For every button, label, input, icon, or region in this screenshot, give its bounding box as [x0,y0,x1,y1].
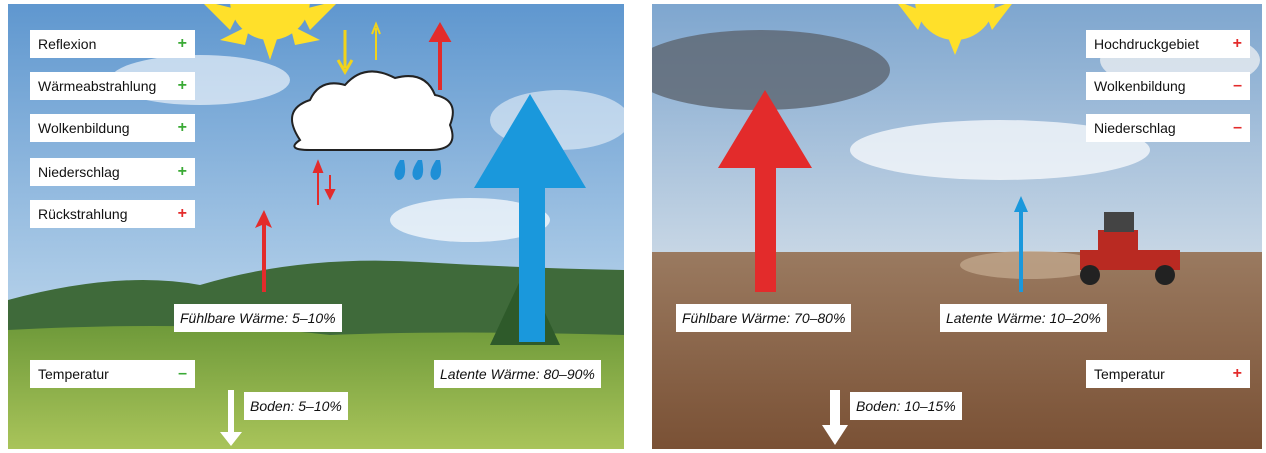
temperature-box: Temperatur + [1086,360,1250,388]
factor-box: Reflexion + [30,30,195,58]
temperature-box: Temperatur – [30,360,195,388]
sign: + [1233,365,1242,383]
label: Niederschlag [1094,120,1176,136]
sign: – [1233,77,1242,95]
factor-box: Wolkenbildung – [1086,72,1250,100]
flux-label: Fühlbare Wärme: 70–80% [676,304,851,332]
label: Temperatur [38,366,109,382]
sign: + [178,163,187,181]
flux-label: Latente Wärme: 10–20% [940,304,1107,332]
factor-box: Hochdruckgebiet + [1086,30,1250,58]
sign: + [178,205,187,223]
factor-box: Wolkenbildung + [30,114,195,142]
label: Temperatur [1094,366,1165,382]
flux-label: Boden: 5–10% [244,392,348,420]
flux-label: Boden: 10–15% [850,392,962,420]
factor-box: Wärmeabstrahlung + [30,72,195,100]
factor-box: Niederschlag – [1086,114,1250,142]
sign: + [178,77,187,95]
sign: – [1233,119,1242,137]
sign: + [178,119,187,137]
label: Wolkenbildung [38,120,130,136]
label: Wolkenbildung [1094,78,1186,94]
label: Rückstrahlung [38,206,128,222]
flux-label: Fühlbare Wärme: 5–10% [174,304,342,332]
flux-label: Latente Wärme: 80–90% [434,360,601,388]
label: Wärmeabstrahlung [38,78,156,94]
sign: + [178,35,187,53]
label: Niederschlag [38,164,120,180]
sign: – [178,365,187,383]
page: Reflexion + Wärmeabstrahlung + Wolkenbildu… [0,0,1266,453]
label: Hochdruckgebiet [1094,36,1199,52]
label: Reflexion [38,36,96,52]
factor-box: Niederschlag + [30,158,195,186]
sign: + [1233,35,1242,53]
factor-box: Rückstrahlung + [30,200,195,228]
